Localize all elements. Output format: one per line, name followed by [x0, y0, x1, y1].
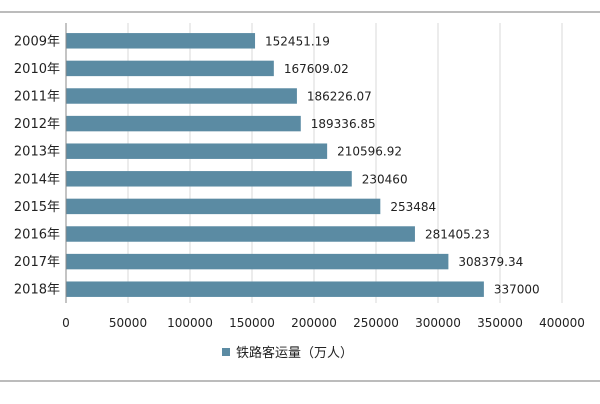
category-label: 2015年 — [14, 200, 60, 215]
category-label: 2012年 — [14, 117, 60, 132]
data-label: 186226.07 — [307, 90, 372, 104]
data-label: 152451.19 — [265, 34, 330, 48]
bars — [66, 33, 484, 297]
x-tick-label: 150000 — [229, 316, 275, 330]
category-label: 2018年 — [14, 283, 60, 298]
bar — [66, 198, 381, 215]
x-tick-label: 100000 — [167, 316, 213, 330]
bar — [66, 60, 274, 77]
legend: 铁路客运量（万人） — [222, 345, 353, 361]
category-label: 2010年 — [14, 62, 60, 77]
data-label: 230460 — [362, 172, 408, 186]
category-label: 2013年 — [14, 145, 60, 160]
x-tick-label: 250000 — [353, 316, 399, 330]
category-label: 2017年 — [14, 255, 60, 270]
bar — [66, 253, 449, 270]
x-tick-label: 0 — [62, 316, 70, 330]
bar — [66, 281, 484, 297]
x-tick-label: 400000 — [539, 316, 585, 330]
x-tick-label: 350000 — [477, 316, 523, 330]
data-label: 189336.85 — [311, 117, 376, 131]
bar — [66, 115, 301, 132]
data-label: 308379.34 — [458, 255, 523, 269]
bar — [66, 226, 415, 242]
category-label: 2014年 — [14, 172, 60, 187]
data-label: 281405.23 — [425, 228, 490, 242]
category-label: 2016年 — [14, 228, 60, 243]
value-labels: 152451.19 167609.02 186226.07 189336.85 2105… — [265, 34, 540, 296]
x-tick-labels: 0 50000 100000 150000 200000 250000 300000 3500… — [62, 316, 585, 330]
legend-label: 铁路客运量（万人） — [236, 345, 353, 361]
category-label: 2009年 — [14, 34, 60, 49]
bar — [66, 88, 297, 104]
category-labels: 2009年 2010年 2011年 2012年 2013年 2014年 2015年 2016年… — [14, 34, 60, 297]
x-tick-label: 200000 — [291, 316, 337, 330]
x-tick-label: 50000 — [109, 316, 147, 330]
data-label: 167609.02 — [284, 62, 349, 76]
bar — [66, 143, 328, 159]
legend-swatch — [222, 348, 230, 356]
data-label: 210596.92 — [337, 145, 402, 159]
data-label: 253484 — [390, 200, 436, 214]
bar — [66, 171, 352, 187]
data-label: 337000 — [494, 283, 540, 297]
x-tick-label: 300000 — [415, 316, 461, 330]
bar — [66, 33, 256, 49]
category-label: 2011年 — [14, 90, 60, 105]
